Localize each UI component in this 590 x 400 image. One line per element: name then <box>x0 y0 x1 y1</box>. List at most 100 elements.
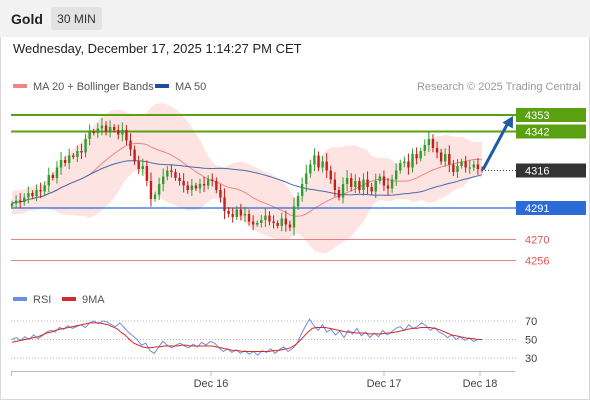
rsi-legend-label: RSI <box>33 294 51 306</box>
candle-body <box>31 193 34 196</box>
candle <box>305 164 308 192</box>
candle <box>321 155 324 173</box>
ma50-legend-swatch <box>155 84 169 88</box>
candle-body <box>198 184 202 189</box>
candle-body <box>211 179 214 181</box>
candle-body <box>394 170 398 180</box>
candle <box>452 159 455 177</box>
candle-body <box>411 154 414 168</box>
candle-body <box>55 167 59 178</box>
candle <box>374 173 377 199</box>
candle <box>366 171 369 195</box>
candle <box>174 168 177 181</box>
candle <box>394 163 398 186</box>
candle-body <box>452 164 455 172</box>
candle <box>178 172 181 186</box>
timeframe-button[interactable] <box>51 7 102 30</box>
candle-body <box>300 184 304 196</box>
candle <box>476 157 480 175</box>
candle-body <box>317 155 320 168</box>
candle-body <box>157 184 161 195</box>
candle <box>448 145 451 173</box>
candle-body <box>72 155 75 157</box>
candle-body <box>27 193 30 198</box>
candle <box>68 148 71 170</box>
candle <box>300 177 304 202</box>
candle-body <box>321 161 324 168</box>
candle-body <box>284 218 288 225</box>
candle <box>415 147 418 165</box>
candle <box>63 156 67 167</box>
candle-body <box>374 181 377 192</box>
forecast-arrow <box>481 116 513 171</box>
candle <box>431 134 435 153</box>
candle <box>137 155 140 175</box>
candle <box>14 195 18 209</box>
candle <box>129 133 132 156</box>
candle-body <box>206 179 210 186</box>
candle <box>480 166 484 173</box>
ma50-legend-label: MA 50 <box>175 81 206 93</box>
candle-body <box>227 211 230 214</box>
candle-body <box>178 178 181 181</box>
candle <box>329 165 332 184</box>
candle-body <box>435 148 439 153</box>
candle <box>378 173 382 184</box>
candle <box>292 197 296 236</box>
candle <box>411 148 414 173</box>
candle <box>382 170 386 191</box>
candle <box>84 133 87 158</box>
candle-body <box>329 170 332 180</box>
candle-body <box>427 139 431 145</box>
rsi-ma-legend-swatch <box>62 297 76 301</box>
candle-body <box>472 164 476 168</box>
candle-body <box>354 181 357 187</box>
candle <box>464 155 467 173</box>
candle <box>35 184 38 201</box>
datetime-label: Wednesday, December 17, 2025 1:14:27 PM … <box>13 41 302 56</box>
candle <box>386 178 390 196</box>
candle-body <box>305 173 308 184</box>
candle <box>39 182 42 199</box>
rsi-tick-label: 70 <box>525 316 537 328</box>
candle-body <box>174 172 177 178</box>
candle <box>112 124 116 133</box>
candle <box>460 158 463 169</box>
candle-body <box>264 215 267 220</box>
candle-body <box>162 176 165 184</box>
candle-body <box>480 169 484 171</box>
candle <box>96 123 100 138</box>
candle-body <box>296 196 300 207</box>
candle-body <box>219 190 222 198</box>
candle-body <box>358 181 361 190</box>
candle <box>223 188 226 220</box>
candle <box>358 177 361 194</box>
level-label-last: 4316 <box>525 166 549 178</box>
level-tag-pivot <box>516 201 586 215</box>
candle <box>333 172 337 197</box>
candle-body <box>382 176 386 186</box>
candle <box>435 141 439 159</box>
x-tick-label: Dec 17 <box>367 378 402 390</box>
candle <box>272 215 275 229</box>
candle <box>186 181 189 194</box>
rsi-tick-label: 50 <box>525 335 537 347</box>
candle-body <box>63 160 67 163</box>
candle-body <box>415 154 418 159</box>
candle <box>162 168 165 192</box>
level-label-support: 4270 <box>525 235 549 247</box>
candle-body <box>223 197 226 211</box>
candle <box>227 207 230 218</box>
candle-body <box>112 127 116 130</box>
candle-body <box>313 155 316 165</box>
candle-body <box>186 185 189 190</box>
candle-body <box>333 179 337 190</box>
candle-body <box>464 161 467 168</box>
candle <box>345 170 349 192</box>
candle <box>354 174 357 194</box>
candle <box>121 122 124 142</box>
candle <box>309 159 312 178</box>
candle <box>59 151 63 175</box>
